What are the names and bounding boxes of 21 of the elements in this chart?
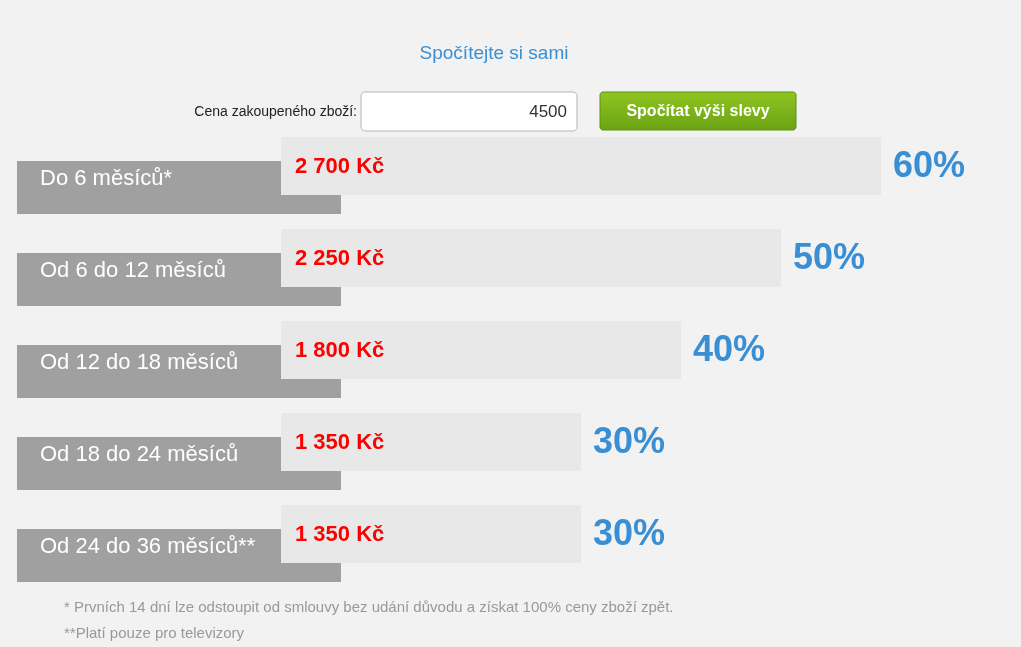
y-tick-label: Do 6 měsíců* xyxy=(40,165,173,190)
y-tick-label: Od 6 do 12 měsíců xyxy=(40,257,226,282)
text: Spočítat výši slevy xyxy=(626,102,770,119)
annotation: 2 250 Kč xyxy=(295,245,385,270)
data-label: 50% xyxy=(793,236,866,277)
text: 4500 xyxy=(529,102,567,121)
y-tick-label: Od 18 do 24 měsíců xyxy=(40,441,239,466)
annotation: 1 800 Kč xyxy=(295,337,385,362)
y-tick-label: Od 24 do 36 měsíců** xyxy=(40,533,256,558)
data-label: 30% xyxy=(593,512,666,553)
annotation: 1 350 Kč xyxy=(295,429,385,454)
annotation: 2 700 Kč xyxy=(295,153,385,178)
text: Cena zakoupeného zboží: xyxy=(194,103,357,119)
data-label: 30% xyxy=(593,420,666,461)
annotation: 1 350 Kč xyxy=(295,521,385,546)
y-tick-label: Od 12 do 18 měsíců xyxy=(40,349,239,374)
data-label: 40% xyxy=(693,328,766,369)
chart-title: Spočítejte si sami xyxy=(419,42,569,63)
text: * Prvních 14 dní lze odstoupit od smlouvy bez udání důvodu a získat 100% ceny zboží zpět. xyxy=(64,598,674,615)
data-label: 60% xyxy=(893,144,966,185)
text: **Platí pouze pro televizory xyxy=(64,624,245,641)
